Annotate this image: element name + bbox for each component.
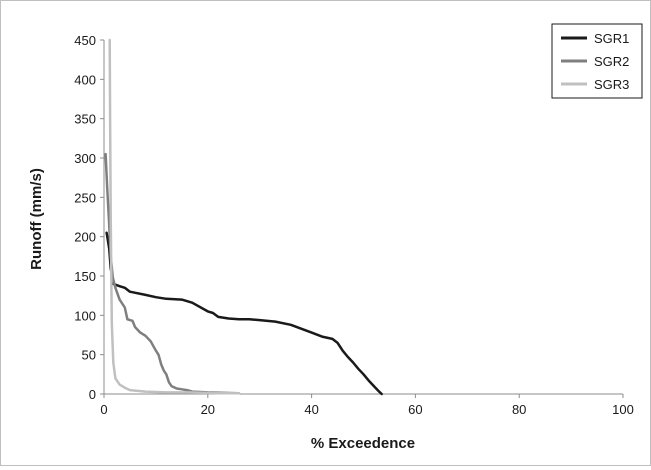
y-tick-label: 450	[74, 33, 96, 48]
y-tick-label: 150	[74, 269, 96, 284]
y-tick-label: 250	[74, 190, 96, 205]
x-tick-label: 0	[100, 402, 107, 417]
legend-label-sgr3: SGR3	[594, 77, 629, 92]
y-tick-label: 400	[74, 72, 96, 87]
y-tick-label: 50	[82, 348, 96, 363]
y-axis-title: Runoff (mm/s)	[28, 168, 45, 270]
axes	[100, 39, 624, 398]
legend: SGR1 SGR2 SGR3	[551, 23, 643, 99]
legend-box	[551, 23, 643, 99]
x-tick-label: 40	[304, 402, 318, 417]
y-tick-label: 200	[74, 230, 96, 245]
series-line-sgr1	[105, 231, 383, 396]
x-tick-label: 20	[201, 402, 215, 417]
y-tick-label: 100	[74, 308, 96, 323]
legend-label-sgr1: SGR1	[594, 31, 629, 46]
x-tick-label: 60	[408, 402, 422, 417]
series-line-sgr2	[104, 152, 241, 395]
legend-label-sgr2: SGR2	[594, 54, 629, 69]
x-axis-title: % Exceedence	[311, 435, 415, 452]
tick-labels: 0 50 100 150 200 250 300 350 400 450 0 20 40 60 80 100	[74, 33, 634, 417]
series-layer	[104, 38, 383, 396]
series-line-sgr3	[108, 38, 241, 395]
y-tick-label: 0	[89, 387, 96, 402]
y-tick-label: 300	[74, 151, 96, 166]
x-tick-label: 100	[612, 402, 634, 417]
y-tick-label: 350	[74, 112, 96, 127]
x-tick-label: 80	[512, 402, 526, 417]
